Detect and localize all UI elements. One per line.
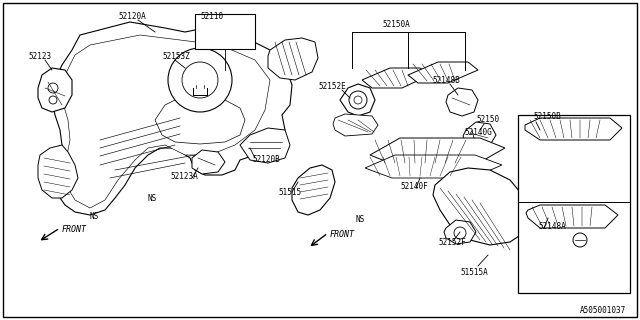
Text: 52148B: 52148B xyxy=(432,76,460,85)
Polygon shape xyxy=(38,145,78,198)
Text: NS: NS xyxy=(90,212,99,221)
Text: 52150: 52150 xyxy=(476,115,499,124)
Text: FRONT: FRONT xyxy=(330,230,355,239)
Text: 52110: 52110 xyxy=(200,12,223,21)
Polygon shape xyxy=(362,68,430,88)
Polygon shape xyxy=(433,168,530,245)
Circle shape xyxy=(182,62,218,98)
Text: 52153Z: 52153Z xyxy=(162,52,189,61)
Circle shape xyxy=(48,83,58,93)
Text: 52152E: 52152E xyxy=(318,82,346,91)
Polygon shape xyxy=(192,150,225,174)
Polygon shape xyxy=(38,68,72,112)
Polygon shape xyxy=(340,84,375,116)
Circle shape xyxy=(454,227,466,239)
Polygon shape xyxy=(365,155,502,178)
Polygon shape xyxy=(292,165,335,215)
Polygon shape xyxy=(463,122,496,148)
Circle shape xyxy=(354,96,362,104)
Circle shape xyxy=(49,96,57,104)
Polygon shape xyxy=(446,88,478,116)
Text: 51515A: 51515A xyxy=(460,268,488,277)
Text: 52150A: 52150A xyxy=(382,20,410,29)
Text: 52148A: 52148A xyxy=(538,222,566,231)
Text: 52140G: 52140G xyxy=(464,128,492,137)
Text: FRONT: FRONT xyxy=(62,225,87,234)
Bar xyxy=(195,14,255,49)
Text: 51515: 51515 xyxy=(278,188,301,197)
Polygon shape xyxy=(333,114,378,136)
Polygon shape xyxy=(240,128,290,163)
Text: 52150B: 52150B xyxy=(533,112,561,121)
Text: 52120A: 52120A xyxy=(118,12,146,21)
Text: 52120B: 52120B xyxy=(252,155,280,164)
Polygon shape xyxy=(526,205,618,228)
Text: 52123: 52123 xyxy=(28,52,51,61)
Text: NS: NS xyxy=(148,194,157,203)
Circle shape xyxy=(573,233,587,247)
Text: NS: NS xyxy=(355,215,364,224)
Polygon shape xyxy=(444,220,476,244)
Circle shape xyxy=(349,91,367,109)
Text: 52152F: 52152F xyxy=(438,238,466,247)
Text: 52123A: 52123A xyxy=(170,172,198,181)
Text: A505001037: A505001037 xyxy=(580,306,627,315)
Polygon shape xyxy=(155,98,245,144)
Circle shape xyxy=(168,48,232,112)
Polygon shape xyxy=(408,62,478,83)
Polygon shape xyxy=(370,138,505,165)
Text: 52140F: 52140F xyxy=(400,182,428,191)
Polygon shape xyxy=(62,35,270,208)
Bar xyxy=(518,115,630,293)
Polygon shape xyxy=(268,38,318,80)
Polygon shape xyxy=(525,118,622,140)
Polygon shape xyxy=(52,22,292,215)
